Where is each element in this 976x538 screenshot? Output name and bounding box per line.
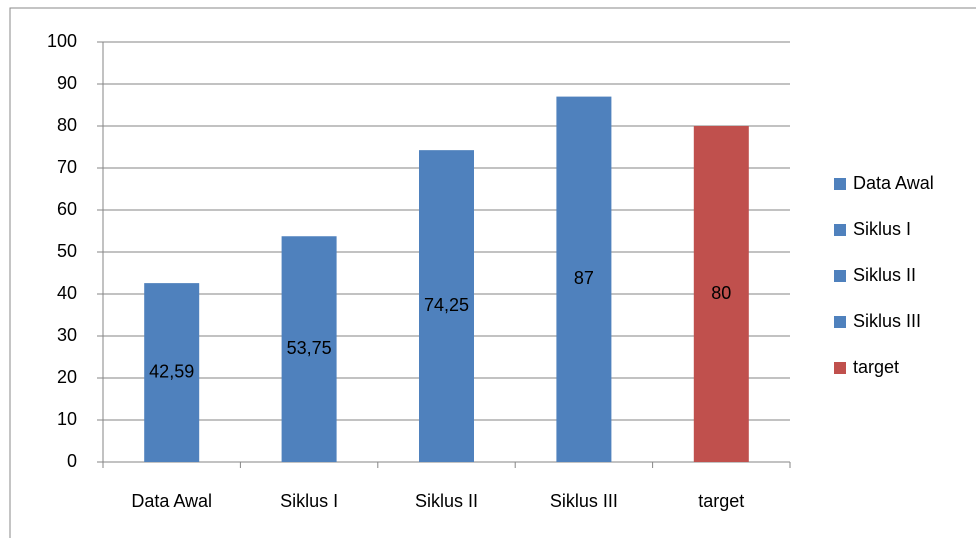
y-tick-label: 60 (57, 199, 77, 219)
chart-border (9, 7, 976, 538)
data-label: 42,59 (149, 361, 194, 381)
data-label: 74,25 (424, 295, 469, 315)
y-tick-label: 40 (57, 283, 77, 303)
legend-label: Siklus III (853, 311, 921, 331)
y-tick-label: 10 (57, 409, 77, 429)
legend-swatch (834, 224, 846, 236)
x-tick-label: target (698, 491, 744, 511)
legend-label: target (853, 357, 899, 377)
y-tick-label: 100 (47, 31, 77, 51)
legend-swatch (834, 178, 846, 190)
bar (281, 236, 337, 462)
bar (419, 150, 474, 462)
legend-swatch (834, 362, 846, 374)
bar (693, 126, 749, 462)
y-tick-label: 50 (57, 241, 77, 261)
x-tick-label: Siklus II (415, 491, 478, 511)
legend-swatch (834, 270, 846, 282)
legend-swatch (834, 316, 846, 328)
legend-label: Siklus I (853, 219, 911, 239)
y-tick-label: 90 (57, 73, 77, 93)
bar (144, 283, 200, 462)
legend-label: Siklus II (853, 265, 916, 285)
y-tick-label: 80 (57, 115, 77, 135)
x-tick-label: Data Awal (131, 491, 212, 511)
y-tick-label: 20 (57, 367, 77, 387)
legend-label: Data Awal (853, 173, 934, 193)
y-tick-label: 30 (57, 325, 77, 345)
data-label: 87 (574, 268, 594, 288)
y-tick-label: 0 (67, 451, 77, 471)
data-label: 80 (711, 283, 731, 303)
y-tick-label: 70 (57, 157, 77, 177)
x-tick-label: Siklus III (550, 491, 618, 511)
data-label: 53,75 (287, 338, 332, 358)
x-tick-label: Siklus I (280, 491, 338, 511)
bar (556, 96, 612, 462)
